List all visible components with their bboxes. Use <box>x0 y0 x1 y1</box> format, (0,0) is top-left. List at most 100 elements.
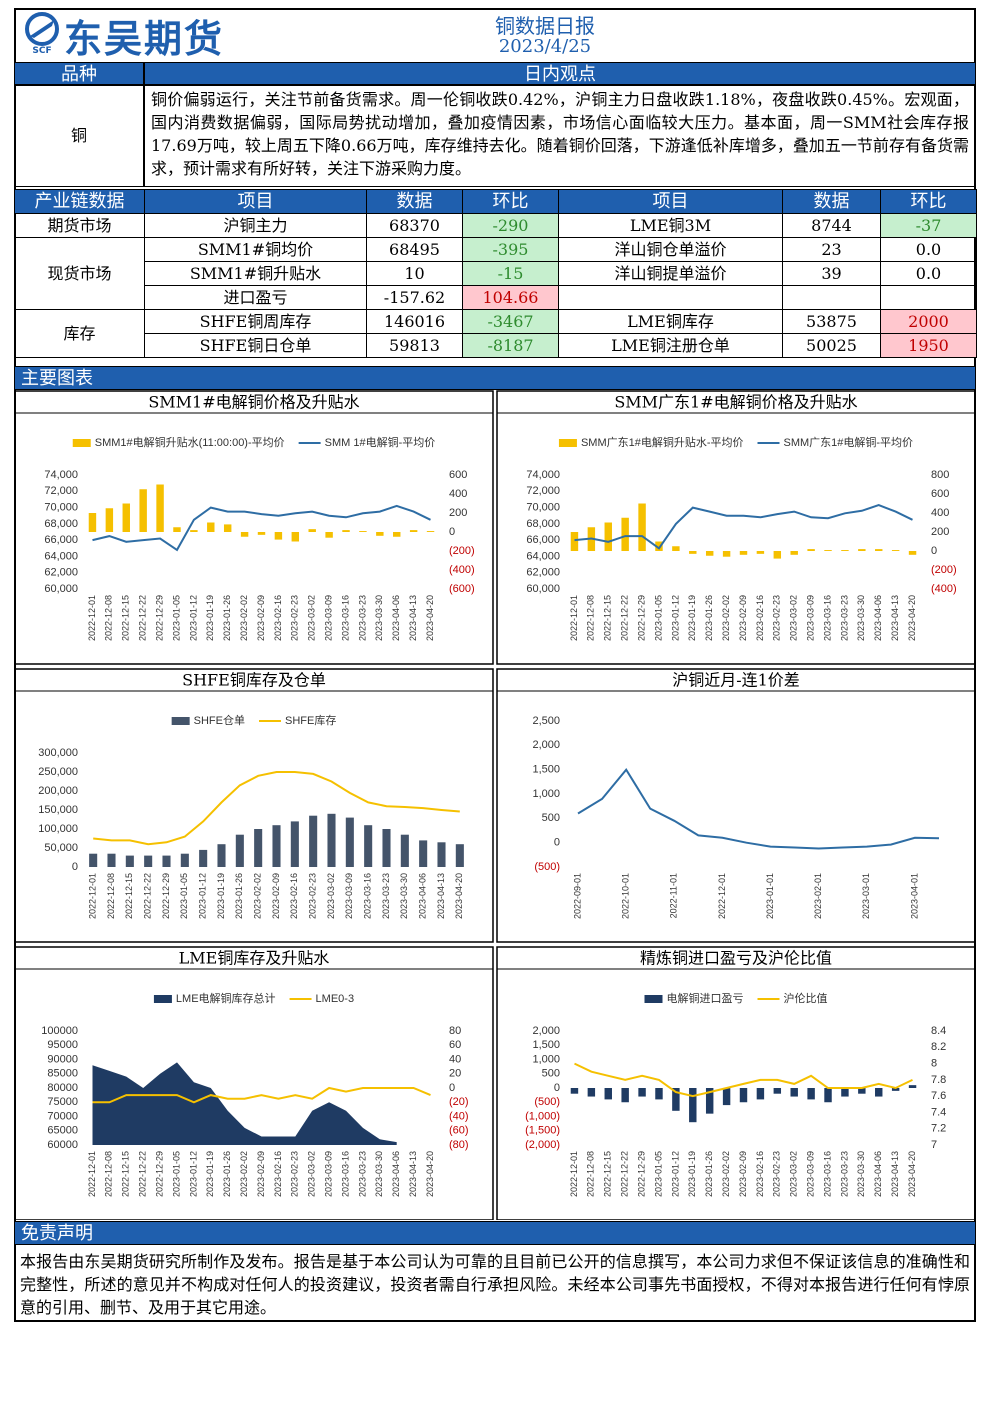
bar <box>426 531 435 532</box>
bar <box>156 484 164 532</box>
x-tick-label: 2022-12-29 <box>154 595 164 641</box>
bar <box>705 551 714 556</box>
tick-label: (20) <box>449 1096 469 1108</box>
legend-label: SMM 1#电解铜-平均价 <box>325 435 436 449</box>
bar <box>756 1088 765 1100</box>
data-table: 产业链数据 项目 数据 环比 项目 数据 环比 期货市场 沪铜主力 68370 -290 LME铜3M… <box>14 189 977 358</box>
chart-panel <box>14 668 494 943</box>
x-tick-label: 2023-04-06 <box>418 873 428 919</box>
x-tick-label: 2023-02-09 <box>738 595 748 641</box>
x-tick-label: 2022-12-01 <box>87 1151 97 1197</box>
x-tick-label: 2023-02-01 <box>813 873 823 919</box>
tick-label: 400 <box>931 507 949 519</box>
line <box>92 504 431 552</box>
x-tick-label: 2023-03-30 <box>856 595 866 641</box>
tick-label: 1,000 <box>532 1053 560 1065</box>
legend: LME电解铜库存总计 LME0-3 <box>153 991 355 1005</box>
tick-label: 72,000 <box>526 485 560 497</box>
x-tick-label: 2022-12-08 <box>586 595 596 641</box>
bar <box>376 532 384 536</box>
legend-label: SMM广东1#电解铜-平均价 <box>784 435 914 449</box>
bar <box>824 1088 832 1103</box>
tick-label: 2,000 <box>532 1025 560 1037</box>
tick-label: 62,000 <box>44 567 78 579</box>
tick-label: 75000 <box>47 1096 78 1108</box>
bar <box>739 551 748 555</box>
bar <box>638 503 646 551</box>
x-tick-label: 2023-02-02 <box>239 1151 249 1197</box>
tick-label: 0 <box>449 1082 455 1094</box>
bar <box>722 1088 731 1106</box>
disclaimer: 本报告由东吴期货研究所制作及发布。报告是基于本公司认为可靠的且目前已公开的信息撰… <box>20 1252 970 1317</box>
x-tick-label: 2023-02-02 <box>239 595 249 641</box>
legend: 电解铜进口盈亏 沪伦比值 <box>644 991 828 1005</box>
tick-label: 20 <box>449 1068 461 1080</box>
bar <box>672 1088 680 1111</box>
empty-cell <box>880 285 977 310</box>
x-tick-label: 2023-01-12 <box>188 595 198 641</box>
legend-swatch <box>171 717 190 725</box>
legend-swatch <box>72 439 91 447</box>
tick-label: 100000 <box>41 1025 78 1037</box>
tick-label: 2,000 <box>532 739 560 751</box>
tick-label: (600) <box>449 583 475 595</box>
bar <box>257 532 266 535</box>
bar <box>437 842 446 867</box>
table-cell: 8744 <box>782 213 881 238</box>
x-tick-label: 2023-01-26 <box>234 873 244 919</box>
x-tick-label: 2023-02-16 <box>289 873 299 919</box>
bar <box>908 1085 917 1088</box>
line <box>574 1062 913 1098</box>
table-cell: 0.0 <box>880 237 977 262</box>
x-tick-label: 2023-03-09 <box>805 1151 815 1197</box>
x-tick-label: 2023-02-23 <box>772 1151 782 1197</box>
x-tick-label: 2022-12-22 <box>620 595 630 641</box>
bar <box>773 551 782 559</box>
table-row: 期货市场 沪铜主力 68370 -290 LME铜3M 8744 -37 <box>14 213 977 238</box>
tick-label: 64,000 <box>526 550 560 562</box>
x-tick-label: 2023-01-19 <box>205 1151 215 1197</box>
bar <box>672 546 680 551</box>
table-cell: -8187 <box>462 333 559 358</box>
bar <box>400 834 409 867</box>
x-tick-label: 2023-04-13 <box>408 1151 418 1197</box>
bar <box>235 834 244 867</box>
x-tick-label: 2022-12-08 <box>104 595 114 641</box>
table-row: SMM1#铜升贴水 10 -15 洋山铜提单溢价 39 0.0 <box>15 261 977 286</box>
tick-label: 0 <box>554 1082 560 1094</box>
table-cell: 1950 <box>880 333 977 358</box>
table-row: 现货市场 SMM1#铜均价 68495 -395 洋山铜仓单溢价 23 0.0 <box>14 237 977 310</box>
tick-label: (200) <box>931 564 957 576</box>
bar <box>790 1088 798 1097</box>
tick-label: 74,000 <box>526 469 560 481</box>
x-tick-label: 2023-04-20 <box>425 1151 435 1197</box>
x-tick-label: 2023-01-19 <box>687 1151 697 1197</box>
tick-label: 7.6 <box>931 1090 946 1102</box>
x-tick-label: 2023-01-12 <box>188 1151 198 1197</box>
bar <box>254 829 263 867</box>
table-row: SHFE铜日仓单 59813 -8187 LME铜注册仓单 50025 1950 <box>15 333 977 358</box>
table-header: 产业链数据 <box>14 189 145 214</box>
tick-label: 60 <box>449 1039 461 1051</box>
table-header: 数据 <box>366 189 463 214</box>
x-tick-label: 2022-12-15 <box>603 595 613 641</box>
table-cell: -290 <box>462 213 559 238</box>
bar <box>689 551 697 554</box>
tick-label: 66,000 <box>44 534 78 546</box>
row-category: 期货市场 <box>14 213 145 238</box>
tick-label: 74,000 <box>44 469 78 481</box>
table-header: 项目 <box>144 189 367 214</box>
x-tick-label: 2022-12-15 <box>121 595 131 641</box>
bar <box>309 815 318 867</box>
x-tick-label: 2022-12-29 <box>636 1151 646 1197</box>
tick-label: 2,500 <box>532 715 560 727</box>
x-tick-label: 2023-03-23 <box>381 873 391 919</box>
bar <box>327 813 336 867</box>
legend-swatch <box>558 439 577 447</box>
legend-label: LME0-3 <box>316 993 355 1005</box>
bar <box>173 527 181 532</box>
tick-label: 0 <box>72 861 78 873</box>
line <box>577 767 940 850</box>
x-tick-label: 2022-12-22 <box>138 1151 148 1197</box>
tick-label: 7.2 <box>931 1123 946 1135</box>
